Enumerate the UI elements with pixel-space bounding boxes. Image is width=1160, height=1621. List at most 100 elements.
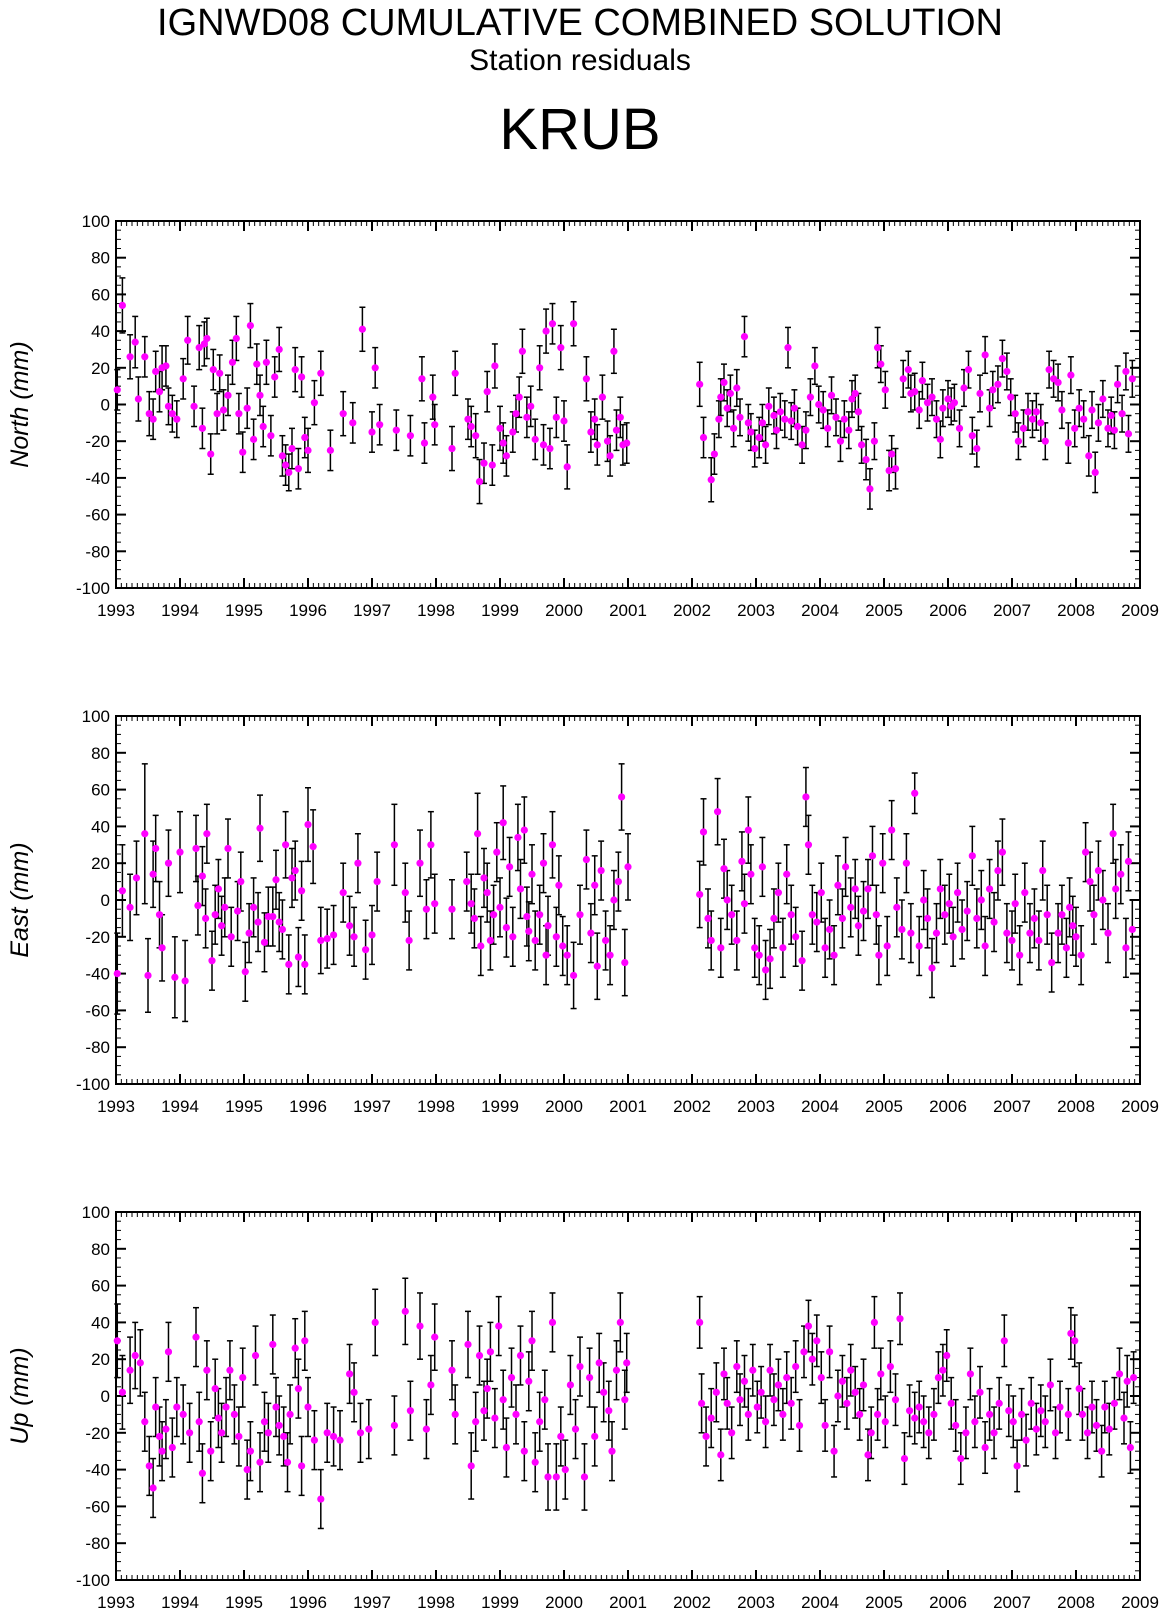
data-point	[213, 410, 221, 418]
x-tick-label: 2001	[609, 1097, 647, 1116]
y-tick-label: -100	[76, 579, 110, 598]
data-point	[593, 441, 601, 449]
data-point	[1062, 944, 1070, 952]
data-point	[162, 362, 170, 370]
data-point	[152, 1403, 160, 1411]
data-point	[346, 1370, 354, 1378]
x-tick-label: 1994	[161, 1097, 199, 1116]
data-point	[802, 793, 810, 801]
data-point	[911, 388, 919, 396]
data-point	[605, 1407, 613, 1415]
data-point	[858, 441, 866, 449]
data-point	[821, 1421, 829, 1430]
data-point	[232, 334, 240, 343]
data-point	[770, 411, 778, 420]
y-tick-label: 100	[82, 212, 110, 231]
data-point	[563, 951, 571, 959]
data-point	[152, 844, 160, 853]
data-point	[990, 1429, 998, 1437]
data-point	[755, 951, 763, 959]
data-point	[164, 402, 173, 410]
data-point	[1123, 1377, 1131, 1385]
data-point	[474, 830, 482, 838]
data-point	[792, 933, 800, 941]
data-point	[624, 863, 632, 871]
data-point	[113, 1337, 121, 1345]
data-point	[552, 413, 560, 421]
data-point	[1026, 929, 1034, 937]
x-tick-label: 1998	[417, 1097, 455, 1116]
data-point	[794, 422, 802, 431]
x-tick-label: 1996	[289, 1593, 327, 1612]
data-point	[995, 1399, 1003, 1407]
data-point	[486, 1348, 494, 1356]
data-point	[1008, 936, 1016, 945]
data-point	[899, 375, 907, 383]
x-tick-label: 2006	[929, 1593, 967, 1612]
data-point	[216, 369, 224, 377]
data-point	[968, 432, 976, 440]
data-point	[1117, 870, 1125, 878]
data-point	[744, 1410, 752, 1418]
data-point	[570, 320, 578, 328]
data-point	[285, 468, 293, 476]
data-point	[1077, 951, 1085, 959]
x-tick-label: 2004	[801, 1097, 839, 1116]
data-point	[470, 914, 478, 923]
data-point	[298, 887, 306, 895]
data-point	[758, 863, 767, 871]
data-point	[431, 421, 439, 429]
data-point	[346, 922, 354, 930]
data-point	[525, 1377, 533, 1385]
data-point	[555, 881, 563, 889]
data-point	[1039, 866, 1047, 875]
data-point	[836, 437, 845, 445]
data-point	[251, 1351, 260, 1360]
data-point	[502, 1443, 510, 1452]
data-point	[278, 925, 286, 934]
data-point	[714, 808, 722, 816]
data-point	[1085, 452, 1093, 460]
data-point	[392, 426, 400, 434]
data-point	[770, 1396, 778, 1404]
data-point	[427, 841, 435, 849]
data-point	[925, 1429, 933, 1437]
data-point	[339, 889, 347, 897]
data-point	[141, 353, 149, 361]
data-point	[304, 1403, 312, 1411]
x-tick-label: 2002	[673, 601, 711, 620]
data-point	[602, 936, 610, 945]
data-point	[528, 870, 536, 878]
data-point	[817, 1374, 825, 1382]
data-point	[699, 828, 708, 836]
data-point	[207, 450, 215, 458]
data-point	[211, 1385, 219, 1393]
data-point	[976, 1388, 984, 1396]
data-point	[597, 866, 605, 875]
data-point	[990, 918, 998, 926]
x-tick-label: 2001	[609, 1593, 647, 1612]
data-point	[544, 1473, 552, 1481]
data-point	[1088, 1403, 1096, 1411]
data-point	[134, 395, 142, 403]
data-point	[576, 1362, 584, 1371]
data-point	[740, 900, 749, 908]
data-point	[304, 820, 312, 829]
data-point	[491, 362, 499, 370]
data-point	[758, 419, 767, 427]
data-point	[1014, 437, 1023, 445]
data-point	[373, 878, 381, 886]
data-point	[981, 1443, 989, 1452]
data-point	[859, 1381, 868, 1389]
data-point	[720, 865, 728, 873]
data-point	[762, 441, 770, 449]
data-point	[262, 358, 270, 366]
x-tick-label: 1996	[289, 1097, 327, 1116]
data-point	[866, 485, 874, 493]
data-point	[798, 957, 806, 965]
data-point	[179, 375, 187, 383]
data-point	[516, 885, 525, 893]
data-point	[755, 433, 763, 442]
data-point	[516, 1351, 525, 1360]
data-point	[168, 410, 176, 418]
